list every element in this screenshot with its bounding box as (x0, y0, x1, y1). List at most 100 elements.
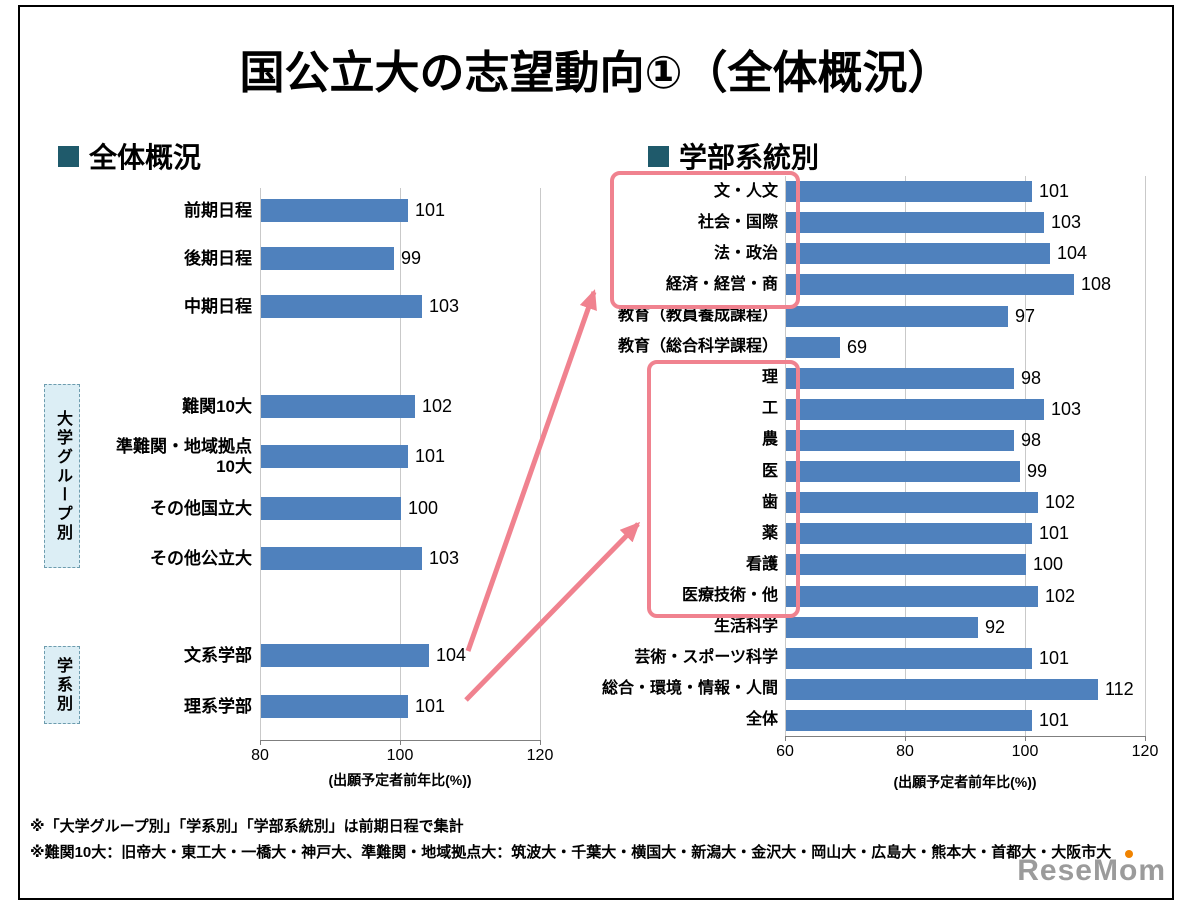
bar (786, 461, 1020, 483)
bar (261, 644, 429, 667)
chart-gridline (540, 188, 541, 740)
bar-category-label: 教育（教員養成課程） (617, 307, 778, 325)
bar (261, 295, 422, 318)
section-header-overall-label: 全体概況 (89, 142, 202, 173)
bar-category-label: 医 (761, 462, 778, 480)
bar-value-label: 102 (1045, 585, 1076, 606)
bar-category-label: 文・人文 (713, 182, 778, 200)
right-chart-xaxis-caption: (出願予定者前年比(%)) (893, 774, 1037, 790)
bar-value-label: 101 (1039, 647, 1070, 668)
bar-value-label: 98 (1021, 367, 1042, 388)
logo-orange-dot: o (1118, 854, 1139, 887)
bar-category-label: 文系学部 (184, 645, 252, 665)
chart-gridline (905, 176, 906, 736)
bar (261, 497, 401, 520)
bar-value-label: 103 (1051, 212, 1082, 233)
bar-category-label: 難関10大 (182, 396, 252, 416)
bar (261, 199, 408, 222)
bar-value-label: 112 (1105, 678, 1134, 699)
axis-tick (1025, 736, 1026, 741)
bar-value-label: 97 (1015, 305, 1036, 326)
bar-value-label: 104 (1057, 243, 1088, 264)
bar-category-label: 後期日程 (184, 248, 252, 268)
bar-category-label: 総合・環境・情報・人間 (601, 680, 778, 698)
bar-category-label: 教育（総合科学課程） (617, 338, 778, 356)
bar-category-label: 中期日程 (184, 296, 252, 316)
logo-text-part: Rese (1017, 854, 1093, 887)
bar (786, 181, 1032, 203)
square-bullet-icon (58, 145, 79, 167)
bar (786, 243, 1050, 265)
bar-category-label: 看護 (745, 555, 778, 573)
x-tick-label: 100 (1011, 743, 1039, 760)
bar-value-label: 98 (1021, 429, 1042, 450)
bar-value-label: 103 (429, 548, 460, 568)
bar (261, 445, 408, 468)
bar-category-label: 薬 (761, 524, 778, 542)
bar-value-label: 102 (1045, 492, 1076, 513)
bar (786, 305, 1008, 327)
bar (786, 274, 1074, 296)
square-bullet-icon (648, 145, 669, 167)
chart-gridline (1145, 176, 1146, 736)
highlight-box-sciences (647, 360, 800, 618)
bar-category-label: 理系学部 (184, 696, 252, 716)
bar-value-label: 103 (429, 296, 460, 316)
bar (786, 523, 1032, 545)
x-tick-label: 80 (896, 743, 914, 760)
section-header-overall: 全体概況 (58, 136, 201, 176)
bar-category-label: 理 (761, 369, 778, 387)
bar-category-label: 生活科学 (713, 618, 778, 636)
bar (786, 554, 1026, 576)
axis-group-label: 学系別 (44, 646, 80, 724)
axis-tick (905, 736, 906, 741)
bar (786, 616, 978, 638)
bar-value-label: 99 (1027, 461, 1048, 482)
bar-value-label: 69 (847, 336, 868, 357)
x-axis-line (260, 740, 541, 741)
bar-category-label: その他国立大 (150, 498, 252, 518)
bar (786, 398, 1044, 420)
logo-text-part: M (1092, 854, 1119, 887)
axis-tick (260, 740, 261, 745)
chart-gridline (785, 176, 786, 736)
bar-category-label: 社会・国際 (697, 213, 778, 231)
bar-value-label: 108 (1081, 274, 1112, 295)
chart-gridline (1025, 176, 1026, 736)
bar-value-label: 92 (985, 616, 1006, 637)
bar-category-label: 芸術・スポーツ科学 (634, 649, 778, 667)
bar-value-label: 101 (1039, 709, 1070, 730)
section-header-faculty: 学部系統別 (648, 136, 819, 176)
highlight-box-humanities (610, 171, 800, 309)
bar-value-label: 101 (415, 696, 446, 716)
section-header-faculty-label: 学部系統別 (679, 142, 820, 173)
bar (261, 695, 408, 718)
axis-tick (785, 736, 786, 741)
bar-category-label: 全体 (745, 711, 778, 729)
axis-group-label: 大学グループ別 (44, 384, 80, 568)
bar (786, 492, 1038, 514)
bar (786, 367, 1014, 389)
footnote-2: ※難関10大：旧帝大・東工大・一橋大・神戸大、準難関・地域拠点大：筑波大・千葉大… (30, 844, 1112, 862)
bar (261, 247, 394, 270)
axis-tick (540, 740, 541, 745)
x-tick-label: 80 (251, 747, 269, 764)
bar-value-label: 101 (415, 200, 446, 220)
bar-category-label: 法・政治 (713, 244, 778, 262)
bar-value-label: 103 (1051, 398, 1082, 419)
x-axis-line (785, 736, 1146, 737)
bar-category-label: 医療技術・他 (681, 587, 778, 605)
bar-value-label: 104 (436, 645, 467, 665)
bar-category-label: 工 (761, 400, 778, 418)
bar-category-label: 準難関・地域拠点10大 (116, 437, 252, 476)
x-tick-label: 120 (526, 747, 554, 764)
footnotes: ※「大学グループ別」「学系別」「学部系統別」は前期日程で集計 ※難関10大：旧帝… (30, 814, 1160, 867)
bar-value-label: 100 (1033, 554, 1064, 575)
bar-value-label: 101 (415, 446, 446, 466)
bar (261, 547, 422, 570)
bar-value-label: 99 (401, 248, 422, 268)
bar (786, 429, 1014, 451)
bar-category-label: 歯 (761, 493, 778, 511)
bar-value-label: 100 (408, 498, 439, 518)
